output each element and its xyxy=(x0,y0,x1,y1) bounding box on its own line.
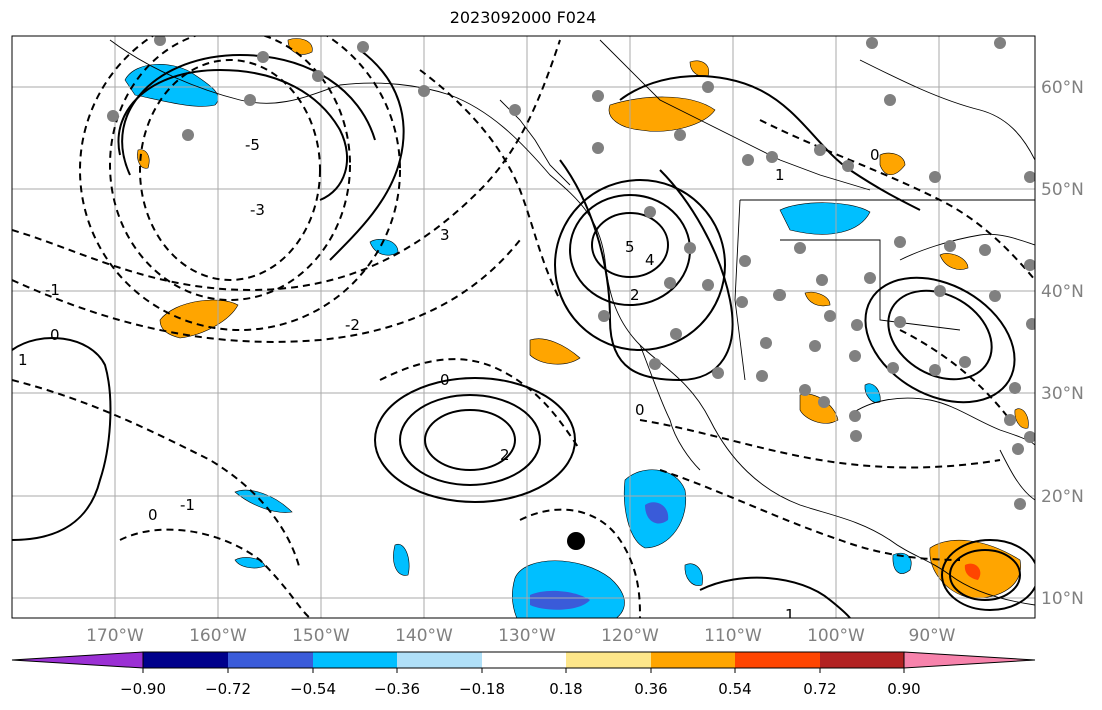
shade-central-america-core xyxy=(964,563,981,580)
colorbar-bin xyxy=(228,652,313,668)
lon-tick: 150°W xyxy=(292,626,350,646)
lat-tick: 10°N xyxy=(1041,589,1084,609)
shade-caribbean xyxy=(892,552,912,574)
contour-label: -1 xyxy=(45,281,60,299)
contour-label: 0 xyxy=(50,326,60,344)
colorbar-tick-label: 0.18 xyxy=(549,680,582,698)
shade-hudson xyxy=(879,152,906,176)
shaded-anomalies xyxy=(124,38,1029,618)
shade-alaska xyxy=(124,64,219,107)
map-title: 2023092000 F024 xyxy=(449,8,597,27)
colorbar-tick-label: 0.90 xyxy=(887,680,920,698)
shade-mexico-west-core xyxy=(645,502,669,524)
contour-label: 0 xyxy=(870,146,880,164)
lat-tick: 40°N xyxy=(1041,282,1084,302)
contour-label: -1 xyxy=(180,496,195,514)
lat-tick: 20°N xyxy=(1041,487,1084,507)
contour-label: 0 xyxy=(148,506,158,524)
lon-tick: 120°W xyxy=(601,626,659,646)
colorbar-bin xyxy=(566,652,651,668)
contour-label: -5 xyxy=(245,136,260,154)
colorbar-extend-right xyxy=(903,651,1036,669)
lon-tick: 160°W xyxy=(189,626,247,646)
lat-tick-labels: 60°N 50°N 40°N 30°N 20°N 10°N xyxy=(1041,78,1084,609)
shade-great-lakes xyxy=(939,253,969,270)
colorbar-bin xyxy=(820,652,904,668)
shade-pacific-4 xyxy=(393,543,410,576)
shade-tropics-south-core xyxy=(530,590,590,610)
lat-tick: 60°N xyxy=(1041,78,1084,98)
lon-tick: 110°W xyxy=(704,626,762,646)
graticule xyxy=(12,36,1035,618)
colorbar-bin xyxy=(735,652,820,668)
shade-pacific-3 xyxy=(234,557,266,569)
colorbar-tick-label: −0.36 xyxy=(374,680,420,698)
colorbar-tick-label: −0.90 xyxy=(120,680,166,698)
shade-plains xyxy=(779,202,871,235)
shade-colorado xyxy=(804,291,831,307)
contour-label: -2 xyxy=(345,316,360,334)
colorbar-bin xyxy=(143,652,228,668)
colorbar-bin xyxy=(482,652,566,668)
colorbar-tick-label: 0.72 xyxy=(803,680,836,698)
contour-label-group: 0 1 2 3 4 5 -1 -2 -3 -5 0 0 2 0 -1 1 0 1 xyxy=(18,136,880,624)
storm-marker xyxy=(567,532,585,550)
lat-tick: 30°N xyxy=(1041,384,1084,404)
lon-tick: 170°W xyxy=(86,626,144,646)
colorbar-extend-left xyxy=(11,651,144,669)
contour-label: 0 xyxy=(635,401,645,419)
colorbar-bin xyxy=(313,652,397,668)
colorbar-frame xyxy=(142,651,905,669)
contour-label: 1 xyxy=(18,351,28,369)
map-frame xyxy=(11,35,1036,619)
shade-baja-west xyxy=(529,338,581,365)
colorbar-tick-label: −0.72 xyxy=(205,680,251,698)
lon-tick: 140°W xyxy=(395,626,453,646)
contour-label: 1 xyxy=(775,166,785,184)
lon-tick-labels: 170°W 160°W 150°W 140°W 130°W 120°W 110°… xyxy=(86,626,956,646)
contour-label: 3 xyxy=(440,226,450,244)
colorbar-bin xyxy=(651,652,735,668)
lat-tick: 50°N xyxy=(1041,180,1084,200)
contour-label: 1 xyxy=(785,606,795,624)
station-dots xyxy=(107,36,1035,510)
contour-label: 2 xyxy=(500,446,510,464)
lon-tick: 90°W xyxy=(909,626,956,646)
shade-mex-east xyxy=(684,563,703,586)
lon-tick: 130°W xyxy=(498,626,556,646)
colorbar-tick-label: 0.36 xyxy=(634,680,667,698)
contour-lines xyxy=(12,36,1035,618)
contour-label: -3 xyxy=(250,201,265,219)
contour-label: 2 xyxy=(630,286,640,304)
colorbar-bin xyxy=(397,652,482,668)
colorbar-tick-label: 0.54 xyxy=(718,680,751,698)
colorbar-tick-label: −0.54 xyxy=(290,680,336,698)
lon-tick: 100°W xyxy=(807,626,865,646)
colorbar-tick-label: −0.18 xyxy=(459,680,505,698)
contour-label: 4 xyxy=(645,251,655,269)
contour-label: 0 xyxy=(440,371,450,389)
shade-texas xyxy=(799,393,839,424)
contour-label: 5 xyxy=(625,238,635,256)
shade-gulf-east xyxy=(1014,408,1029,429)
colorbar: −0.90 −0.72 −0.54 −0.36 −0.18 0.18 0.36 … xyxy=(11,651,1036,698)
